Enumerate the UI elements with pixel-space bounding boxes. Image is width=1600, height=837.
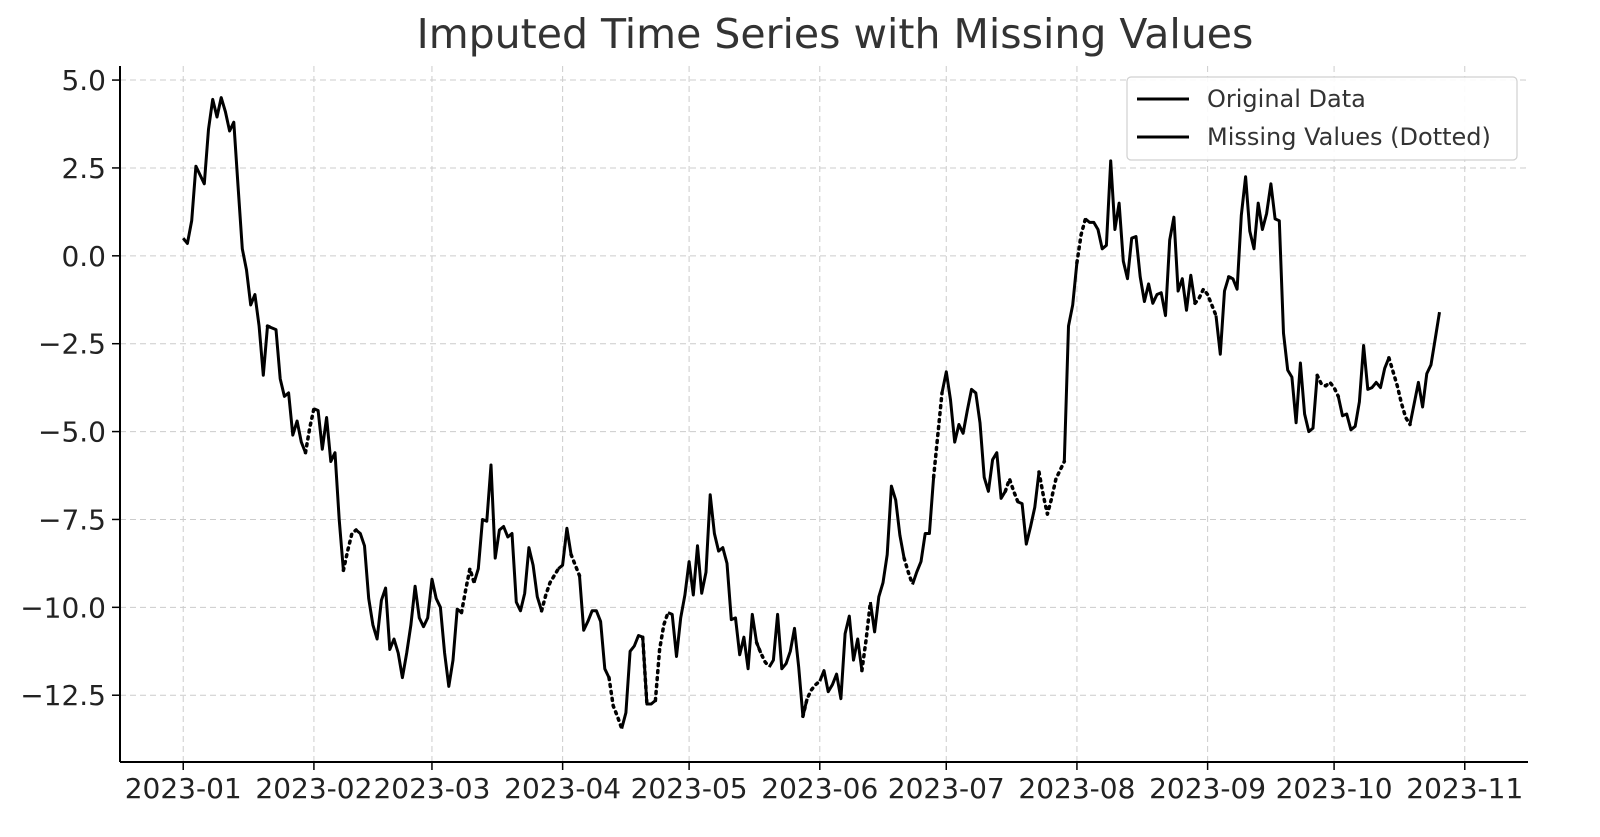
y-tick-label: −2.5 xyxy=(38,328,106,361)
x-tick-label: 2023-09 xyxy=(1149,772,1266,805)
missing-values-line xyxy=(653,610,670,703)
missing-values-line xyxy=(860,600,873,673)
x-tick-label: 2023-04 xyxy=(504,772,621,805)
y-tick-label: −7.5 xyxy=(38,503,106,536)
original-data-line xyxy=(911,477,936,585)
original-data-line xyxy=(578,575,611,679)
missing-values-line xyxy=(341,528,358,573)
missing-values-line xyxy=(1003,477,1020,504)
missing-values-line xyxy=(1226,275,1235,281)
original-data-line xyxy=(1408,311,1441,425)
y-tick-label: 2.5 xyxy=(61,152,106,185)
x-tick-label: 2023-07 xyxy=(888,772,1005,805)
y-tick-label: −5.0 xyxy=(38,416,106,449)
missing-values-line xyxy=(1387,356,1412,427)
x-tick-label: 2023-01 xyxy=(125,772,242,805)
y-tick-label: −12.5 xyxy=(20,679,106,712)
x-tick-label: 2023-11 xyxy=(1406,772,1523,805)
missing-values-line xyxy=(1193,287,1218,318)
missing-values-line xyxy=(902,556,915,587)
original-data-line xyxy=(1084,159,1197,318)
missing-values-line xyxy=(303,406,316,455)
legend-box xyxy=(1126,76,1518,161)
original-data-line xyxy=(1017,471,1041,546)
original-data-line xyxy=(1062,262,1079,462)
original-data-line xyxy=(868,484,906,634)
original-data-line xyxy=(620,634,657,729)
legend: Original Data Missing Values (Dotted) xyxy=(1126,76,1518,161)
legend-label: Original Data xyxy=(1207,85,1366,113)
original-data-line xyxy=(667,493,763,671)
chart-title: Imputed Time Series with Missing Values xyxy=(416,10,1254,58)
original-data-line xyxy=(818,614,864,701)
grid-lines xyxy=(120,66,1528,762)
series-lines xyxy=(182,96,1441,731)
missing-values-line xyxy=(754,640,771,669)
y-tick-label: 5.0 xyxy=(61,64,106,97)
x-tick-label: 2023-03 xyxy=(373,772,490,805)
original-data-line xyxy=(182,96,307,454)
axes: 2023-01 2023-02 2023-03 2023-04 2023-05 2023-… xyxy=(20,64,1528,805)
x-tick-label: 2023-10 xyxy=(1276,772,1393,805)
y-tick-label: 0.0 xyxy=(61,240,106,273)
missing-values-line xyxy=(539,566,561,613)
x-tick-label: 2023-05 xyxy=(631,772,748,805)
original-data-line xyxy=(767,612,809,718)
original-data-line xyxy=(472,463,544,613)
missing-values-line xyxy=(569,552,582,578)
missing-values-line xyxy=(459,566,476,615)
missing-values-line xyxy=(265,324,274,330)
missing-values-line xyxy=(1037,459,1067,516)
missing-values-line xyxy=(1315,373,1341,399)
original-data-line xyxy=(1214,175,1319,434)
x-tick-label: 2023-02 xyxy=(255,772,372,805)
missing-values-line xyxy=(1075,217,1088,265)
missing-values-line xyxy=(640,635,649,706)
missing-values-line xyxy=(931,391,944,480)
missing-values-line xyxy=(801,679,822,719)
original-data-line xyxy=(313,407,345,571)
y-tick-label: −10.0 xyxy=(20,591,106,624)
x-tick-label: 2023-08 xyxy=(1018,772,1135,805)
legend-label: Missing Values (Dotted) xyxy=(1207,123,1491,151)
original-data-line xyxy=(355,528,463,688)
original-data-line xyxy=(1336,344,1391,432)
x-tick-label: 2023-06 xyxy=(761,772,878,805)
original-data-line xyxy=(940,370,1007,500)
missing-values-line xyxy=(607,675,624,731)
original-data-line xyxy=(557,526,573,570)
